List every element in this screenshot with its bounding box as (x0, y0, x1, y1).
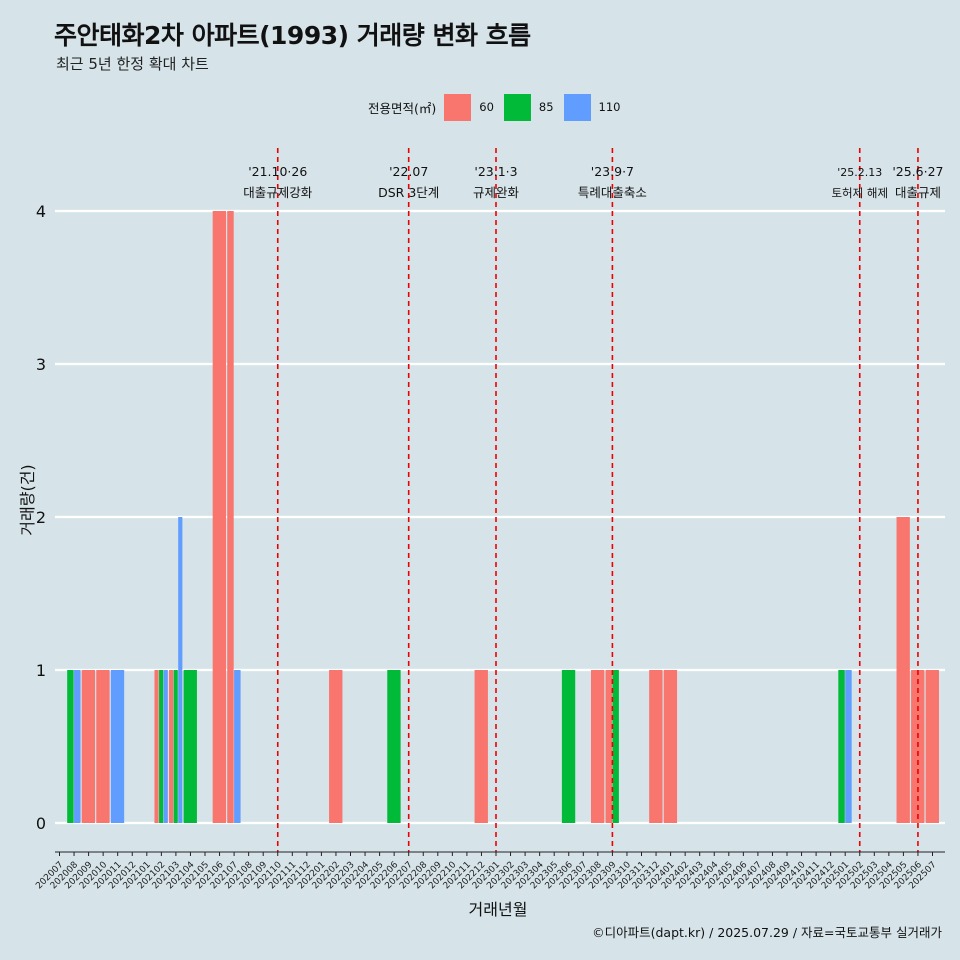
bar-202309-60 (605, 670, 612, 823)
bar-202103-110 (178, 517, 183, 823)
event-date-label: '21.10·26 (248, 164, 307, 179)
bar-202104-85 (183, 670, 197, 823)
event-date-label: '25.6·27 (892, 164, 943, 179)
event-date-label: '25.2.13 (837, 166, 882, 179)
bar-202107-60 (227, 211, 234, 823)
bar-202008-110 (74, 670, 81, 823)
event-label: 토허제 해제 (831, 186, 888, 200)
bar-202008-85 (67, 670, 74, 823)
event-date-label: '23.1·3 (474, 164, 517, 179)
bar-202206-85 (387, 670, 401, 823)
bar-202401-60 (663, 670, 678, 823)
bar-202107-110 (234, 670, 241, 823)
event-date-label: '23.9·7 (591, 164, 634, 179)
bar-202009-60 (81, 670, 96, 823)
legend-key-110 (563, 93, 591, 121)
bar-202103-60 (169, 670, 174, 823)
legend-label-110: 110 (598, 100, 621, 114)
event-label: DSR 3단계 (378, 185, 439, 200)
bar-202103-85 (173, 670, 178, 823)
page-title: 주안태화2차 아파트(1993) 거래량 변화 흐름 (54, 21, 531, 50)
legend-title: 전용면적(㎡) (368, 100, 437, 116)
event-label: 규제완화 (473, 185, 520, 200)
legend-label-85: 85 (538, 100, 554, 114)
bar-202501-85 (838, 670, 845, 823)
bar-202212-60 (474, 670, 488, 823)
bar-202011-110 (110, 670, 125, 823)
event-date-label: '22.07 (389, 164, 428, 179)
bar-202507-60 (925, 670, 939, 823)
bar-202102-85 (159, 670, 164, 823)
bar-202010-60 (96, 670, 110, 823)
page-subtitle: 최근 5년 한정 확대 차트 (56, 55, 209, 73)
y-tick-label: 2 (36, 508, 46, 527)
event-label: 특례대출축소 (578, 185, 647, 200)
y-tick-label: 3 (36, 355, 46, 374)
bar-202202-60 (329, 670, 343, 823)
bar-202306-85 (561, 670, 576, 823)
bar-202312-60 (649, 670, 663, 823)
legend: 전용면적(㎡) 60 85 110 (368, 93, 631, 121)
y-tick-label: 1 (36, 661, 46, 680)
y-tick-label: 0 (36, 814, 46, 833)
bar-202106-60 (212, 211, 227, 823)
bar-202102-110 (163, 670, 168, 823)
source-caption: ©디아파트(dapt.kr) / 2025.07.29 / 자료=국토교통부 실… (592, 925, 942, 940)
y-tick-label: 4 (36, 202, 46, 221)
y-axis-title: 거래량(건) (18, 464, 37, 535)
legend-key-85 (503, 93, 531, 121)
event-label: 대출규제 (895, 185, 941, 200)
bar-202505-60 (896, 517, 910, 823)
bar-202102-60 (154, 670, 159, 823)
legend-label-60: 60 (479, 100, 494, 114)
event-label: 대출규제강화 (243, 185, 313, 200)
bar-202308-60 (590, 670, 605, 823)
legend-key-60 (444, 93, 472, 121)
bar-202309-85 (612, 670, 619, 823)
x-axis-title: 거래년월 (469, 900, 528, 919)
bar-202501-110 (845, 670, 852, 823)
